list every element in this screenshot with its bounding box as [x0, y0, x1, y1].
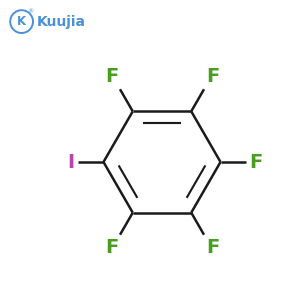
Text: I: I	[67, 152, 74, 172]
Text: K: K	[17, 15, 26, 28]
Text: F: F	[206, 238, 219, 257]
Text: F: F	[206, 67, 219, 86]
Text: Kuujia: Kuujia	[37, 15, 86, 28]
Text: ®: ®	[27, 9, 33, 14]
Text: F: F	[250, 152, 263, 172]
Text: F: F	[105, 238, 118, 257]
Text: F: F	[105, 67, 118, 86]
